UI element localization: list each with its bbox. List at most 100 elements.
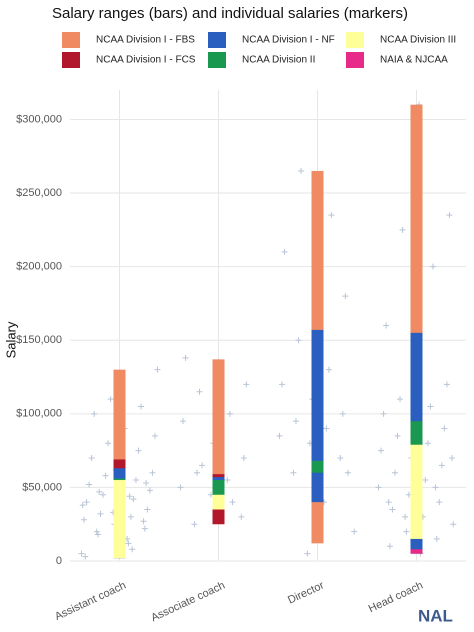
salary-marker <box>385 499 392 506</box>
salary-marker <box>144 506 151 513</box>
legend-swatch <box>208 32 226 48</box>
salary-marker <box>292 418 299 425</box>
salary-marker <box>93 528 100 535</box>
salary-marker <box>88 454 95 461</box>
salary-marker <box>337 454 344 461</box>
legend-swatch <box>346 32 364 48</box>
salary-marker <box>193 469 200 476</box>
salary-marker <box>344 469 351 476</box>
salary-marker <box>224 477 231 484</box>
salary-marker <box>378 447 385 454</box>
y-tick-label: 0 <box>56 555 62 567</box>
salary-marker <box>432 484 439 491</box>
salary-marker <box>140 518 147 525</box>
legend-label: NAIA & NJCAA <box>380 55 448 66</box>
legend-swatch <box>208 52 226 68</box>
y-tick-label: $150,000 <box>16 334 62 346</box>
salary-marker <box>328 212 335 219</box>
y-axis-label: Salary <box>3 321 18 358</box>
salary-marker <box>403 528 410 535</box>
salary-marker <box>243 381 250 388</box>
salary-marker <box>129 546 136 553</box>
salary-marker <box>126 493 133 500</box>
salary-marker <box>180 418 187 425</box>
salary-marker <box>429 263 436 270</box>
salary-marker <box>351 528 358 535</box>
salary-marker <box>448 454 455 461</box>
salary-marker <box>199 462 206 469</box>
chart-title: Salary ranges (bars) and individual sala… <box>52 5 408 22</box>
x-tick-label: Associate coach <box>149 579 227 624</box>
salary-marker <box>96 488 103 495</box>
y-tick-label: $50,000 <box>22 481 62 493</box>
salary-marker <box>433 535 440 542</box>
range-bar <box>311 329 324 503</box>
salary-marker <box>226 410 233 417</box>
salary-marker <box>78 550 85 557</box>
legend-swatch <box>62 32 80 48</box>
salary-marker <box>105 440 112 447</box>
salary-marker <box>127 513 134 520</box>
y-tick-label: $250,000 <box>16 187 62 199</box>
salary-marker <box>427 403 434 410</box>
legend-swatch <box>62 52 80 68</box>
salary-marker <box>298 167 305 174</box>
y-tick-label: $300,000 <box>16 113 62 125</box>
salary-marker <box>177 484 184 491</box>
salary-marker <box>281 248 288 255</box>
salary-marker <box>375 484 382 491</box>
logo: NAL <box>418 606 453 625</box>
range-bar <box>113 480 126 559</box>
salary-marker <box>424 440 431 447</box>
salary-marker <box>79 502 86 509</box>
salary-marker <box>380 410 387 417</box>
salary-marker <box>151 432 158 439</box>
salary-marker <box>402 513 409 520</box>
range-bar <box>311 460 324 473</box>
salary-marker <box>394 432 401 439</box>
salary-marker <box>94 531 101 538</box>
salary-marker <box>132 477 139 484</box>
salary-marker <box>130 496 137 503</box>
x-tick-label: Director <box>286 579 326 606</box>
range-bar <box>410 549 423 554</box>
x-tick-label: Assistant coach <box>53 579 128 622</box>
salary-marker <box>450 521 457 528</box>
salary-marker <box>438 462 445 469</box>
salary-marker <box>229 499 236 506</box>
salary-marker <box>138 403 145 410</box>
salary-marker <box>135 447 142 454</box>
salary-marker <box>82 553 89 560</box>
range-bar <box>212 494 225 510</box>
salary-marker <box>389 506 396 513</box>
salary-marker <box>295 337 302 344</box>
salary-marker <box>86 481 93 488</box>
salary-marker <box>397 396 404 403</box>
salary-marker <box>149 469 156 476</box>
salary-marker <box>422 477 429 484</box>
salary-marker <box>102 472 109 479</box>
salary-marker <box>446 212 453 219</box>
salary-marker <box>443 381 450 388</box>
salary-marker <box>191 521 198 528</box>
salary-marker <box>141 525 148 532</box>
range-bar <box>410 444 423 539</box>
salary-marker <box>386 543 393 550</box>
legend-label: NCAA Division I - NF <box>242 35 335 46</box>
salary-marker <box>441 425 448 432</box>
legend-swatch <box>346 52 364 68</box>
salary-marker <box>125 540 132 547</box>
salary-marker <box>339 410 346 417</box>
y-tick-label: $200,000 <box>16 261 62 273</box>
salary-marker <box>325 366 332 373</box>
y-tick-label: $100,000 <box>16 408 62 420</box>
salary-marker <box>383 322 390 329</box>
salary-marker <box>146 487 153 494</box>
salary-marker <box>100 491 107 498</box>
salary-marker <box>342 293 349 300</box>
salary-marker <box>399 226 406 233</box>
salary-marker <box>143 479 150 486</box>
salary-marker <box>391 469 398 476</box>
salary-marker <box>323 425 330 432</box>
legend-label: NCAA Division I - FCS <box>96 55 196 66</box>
